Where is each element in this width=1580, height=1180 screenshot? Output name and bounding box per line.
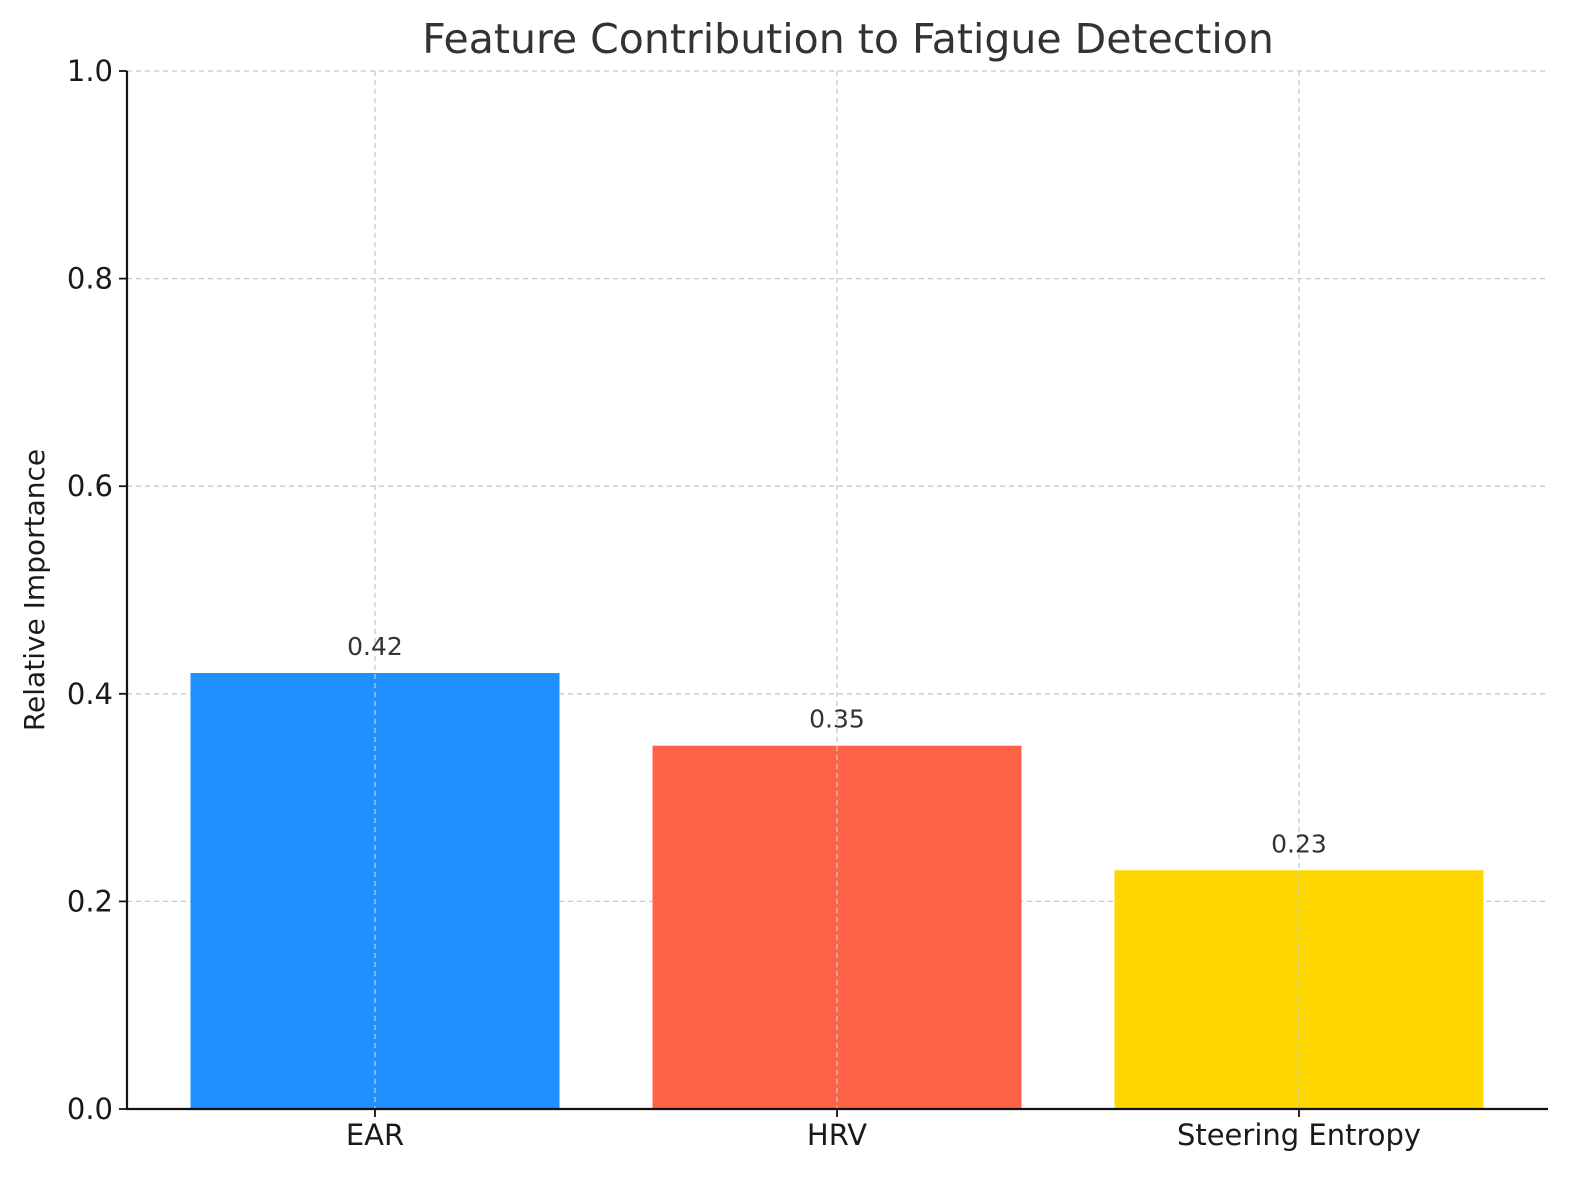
y-axis-label: Relative Importance [18,449,51,731]
bar-value-label: 0.35 [809,705,865,734]
y-tick-label: 0.0 [67,1092,113,1126]
x-tick-label: HRV [807,1118,867,1152]
y-tick-label: 1.0 [67,54,113,88]
y-tick-label: 0.2 [67,884,113,918]
labels-layer: 0.0 0.2 0.4 0.6 0.8 1.0 EAR HRV Steering Entropy… [67,54,1421,1152]
bar-value-label: 0.42 [347,632,403,661]
y-tick-label: 0.4 [67,677,113,711]
x-tick-label: EAR [346,1118,404,1152]
bar-value-label: 0.23 [1271,829,1327,858]
y-tick-label: 0.6 [67,469,113,503]
axes-layer [119,70,1548,1117]
y-tick-label: 0.8 [67,262,113,296]
chart-title: Feature Contribution to Fatigue Detectio… [422,15,1274,63]
x-tick-label: Steering Entropy [1177,1118,1421,1152]
